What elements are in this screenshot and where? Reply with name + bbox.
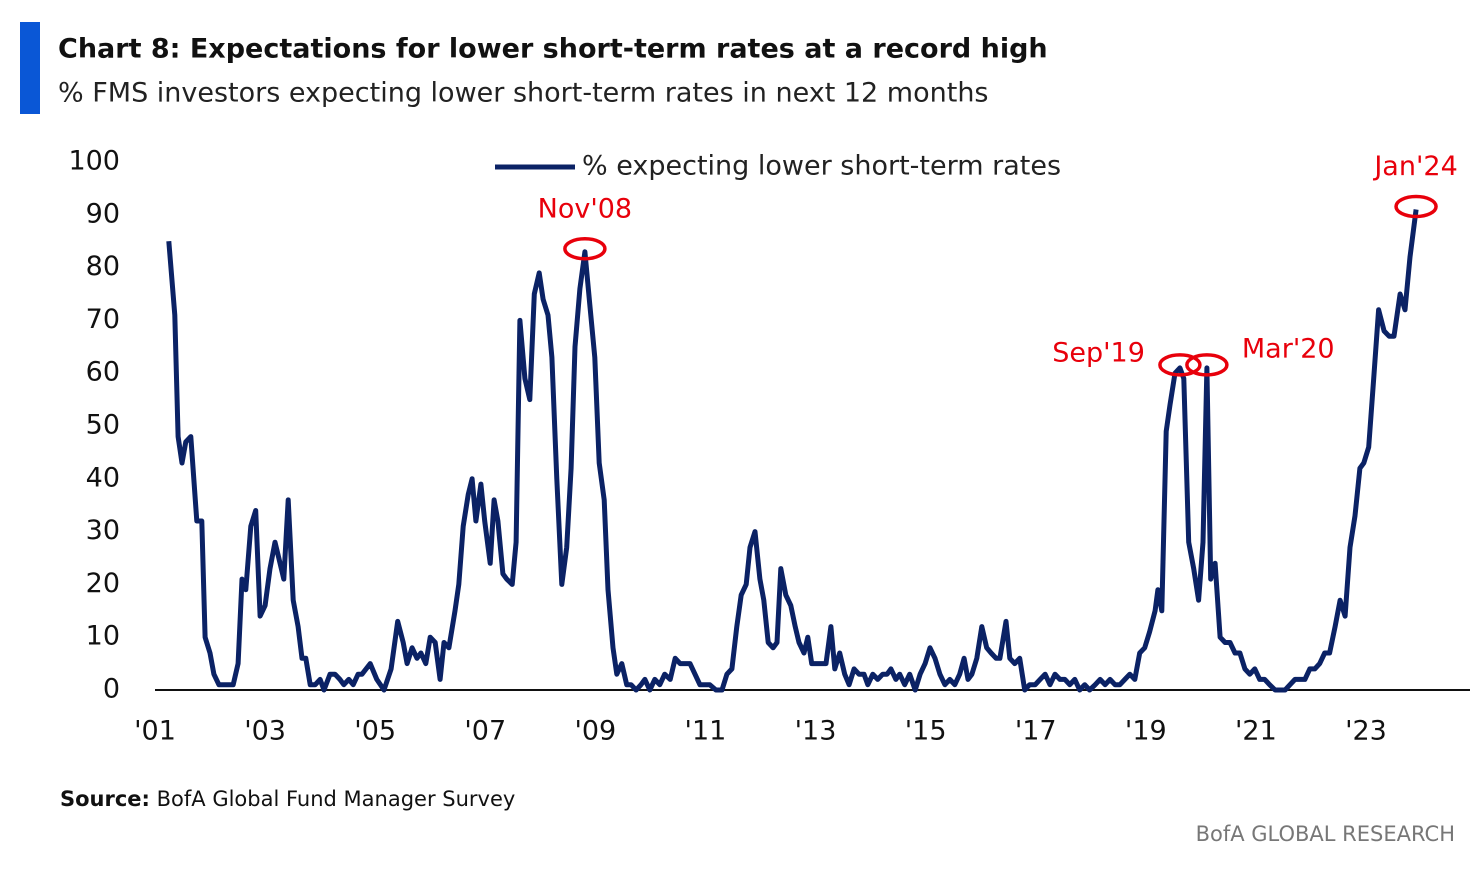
- source-text: BofA Global Fund Manager Survey: [157, 787, 516, 811]
- y-tick-label: 70: [86, 304, 120, 335]
- y-tick-label: 50: [86, 410, 120, 441]
- annotation-label: Nov'08: [538, 193, 632, 224]
- footer: BofA GLOBAL RESEARCH: [1196, 822, 1455, 846]
- x-tick-label: '11: [685, 716, 727, 747]
- annotation-circle: [1158, 353, 1202, 377]
- annotation-circle: [563, 237, 607, 261]
- legend-label: % expecting lower short-term rates: [582, 151, 1061, 182]
- annotation-circle: [1394, 194, 1438, 219]
- y-tick-label: 100: [68, 146, 120, 177]
- annotation-label: Sep'19: [1052, 337, 1145, 368]
- x-tick-label: '17: [1015, 716, 1057, 747]
- chart-title: Chart 8: Expectations for lower short-te…: [58, 34, 1048, 65]
- x-tick-label: '13: [795, 716, 837, 747]
- y-tick-label: 90: [86, 198, 120, 229]
- chart-subtitle: % FMS investors expecting lower short-te…: [58, 78, 989, 109]
- source-label: Source:: [60, 787, 150, 811]
- y-tick-label: 20: [86, 568, 120, 599]
- x-tick-label: '23: [1345, 716, 1387, 747]
- x-tick-label: '05: [354, 716, 396, 747]
- x-tick-label: '19: [1125, 716, 1167, 747]
- x-tick-label: '03: [244, 716, 286, 747]
- source: Source: BofA Global Fund Manager Survey: [60, 787, 515, 811]
- x-tick-label: '01: [134, 716, 176, 747]
- annotation-label: Mar'20: [1242, 333, 1335, 364]
- y-tick-label: 40: [86, 462, 120, 493]
- title-accent: [20, 22, 40, 114]
- y-tick-label: 60: [86, 357, 120, 388]
- y-tick-label: 30: [86, 515, 120, 546]
- x-tick-label: '09: [574, 716, 616, 747]
- y-tick-label: 10: [86, 621, 120, 652]
- y-tick-label: 0: [103, 674, 120, 705]
- annotation-circle: [1185, 353, 1229, 377]
- x-tick-label: '21: [1235, 716, 1277, 747]
- x-tick-label: '15: [905, 716, 947, 747]
- y-tick-label: 80: [86, 251, 120, 282]
- x-tick-label: '07: [464, 716, 506, 747]
- series-line: [166, 209, 1419, 693]
- annotation-label: Jan'24: [1372, 151, 1457, 182]
